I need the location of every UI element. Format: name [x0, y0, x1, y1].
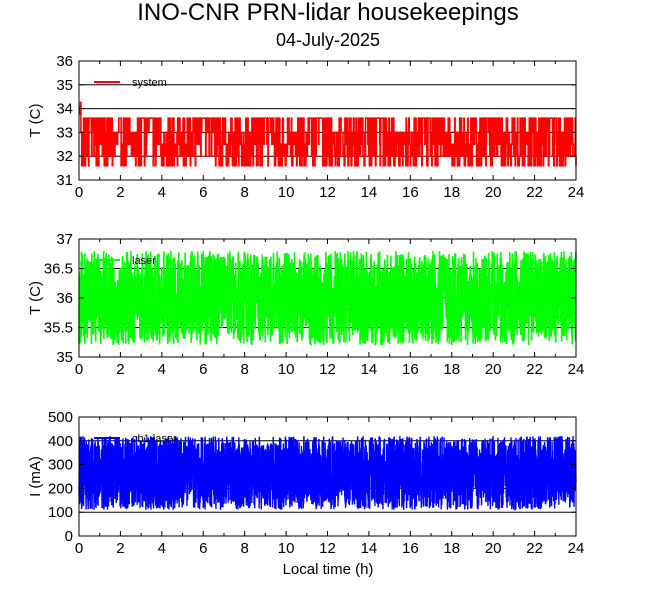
y-tick-label: 32: [56, 148, 73, 165]
x-tick-label: 16: [402, 540, 419, 557]
x-axis-label: Local time (h): [283, 561, 374, 578]
x-tick-label: 22: [526, 361, 543, 378]
x-tick-label: 20: [485, 184, 502, 201]
x-tick-label: 6: [199, 184, 207, 201]
x-tick-label: 14: [361, 361, 378, 378]
x-tick-label: 10: [278, 540, 295, 557]
x-tick-label: 6: [199, 540, 207, 557]
x-tick-label: 14: [361, 540, 378, 557]
x-tick-label: 12: [319, 184, 336, 201]
x-tick-label: 8: [240, 361, 248, 378]
x-tick-label: 2: [116, 540, 124, 557]
y-tick-label: 35.5: [44, 320, 73, 337]
x-tick-label: 16: [402, 184, 419, 201]
x-tick-label: 24: [568, 184, 585, 201]
y-tick-label: 300: [48, 457, 73, 474]
x-tick-label: 10: [278, 361, 295, 378]
x-tick-label: 10: [278, 184, 295, 201]
y-tick-label: 33: [56, 124, 73, 141]
x-tick-label: 20: [485, 540, 502, 557]
x-tick-label: 12: [319, 361, 336, 378]
legend-label: ch1 laser: [132, 433, 177, 445]
x-tick-label: 6: [199, 361, 207, 378]
y-tick-label: 35: [56, 349, 73, 366]
x-tick-label: 8: [240, 184, 248, 201]
y-tick-label: 500: [48, 409, 73, 426]
series-line-ch1-laser: [78, 436, 577, 511]
y-tick-label: 200: [48, 480, 73, 497]
y-tick-label: 36: [56, 53, 73, 70]
x-tick-label: 18: [443, 540, 460, 557]
x-tick-label: 0: [75, 361, 83, 378]
x-tick-label: 18: [443, 184, 460, 201]
x-tick-label: 4: [158, 184, 166, 201]
x-tick-label: 12: [319, 540, 336, 557]
legend-label: laser: [132, 255, 156, 267]
y-tick-label: 400: [48, 433, 73, 450]
x-tick-label: 0: [75, 184, 83, 201]
x-tick-label: 18: [443, 361, 460, 378]
figure-subtitle: 04-July-2025: [276, 30, 380, 50]
x-tick-label: 4: [158, 361, 166, 378]
y-tick-label: 35: [56, 77, 73, 94]
x-tick-label: 0: [75, 540, 83, 557]
x-tick-label: 14: [361, 184, 378, 201]
legend-label: system: [132, 77, 167, 89]
x-tick-label: 16: [402, 361, 419, 378]
y-tick-label: 36.5: [44, 261, 73, 278]
y-tick-label: 100: [48, 504, 73, 521]
figure-title: INO-CNR PRN-lidar housekeepings: [137, 0, 518, 26]
y-tick-label: 36: [56, 290, 73, 307]
x-tick-label: 22: [526, 540, 543, 557]
x-tick-label: 24: [568, 361, 585, 378]
x-tick-label: 20: [485, 361, 502, 378]
y-axis-label: I (mA): [27, 456, 44, 497]
x-tick-label: 8: [240, 540, 248, 557]
y-axis-label: T (C): [27, 281, 44, 315]
series-line-laser: [78, 250, 577, 346]
x-tick-label: 2: [116, 361, 124, 378]
y-tick-label: 31: [56, 172, 73, 189]
x-tick-label: 22: [526, 184, 543, 201]
y-tick-label: 37: [56, 231, 73, 248]
y-tick-label: 34: [56, 101, 73, 118]
x-tick-label: 4: [158, 540, 166, 557]
series-line-system: [78, 101, 577, 167]
x-tick-label: 24: [568, 540, 585, 557]
x-tick-label: 2: [116, 184, 124, 201]
y-tick-label: 0: [65, 528, 73, 545]
y-axis-label: T (C): [27, 104, 44, 138]
